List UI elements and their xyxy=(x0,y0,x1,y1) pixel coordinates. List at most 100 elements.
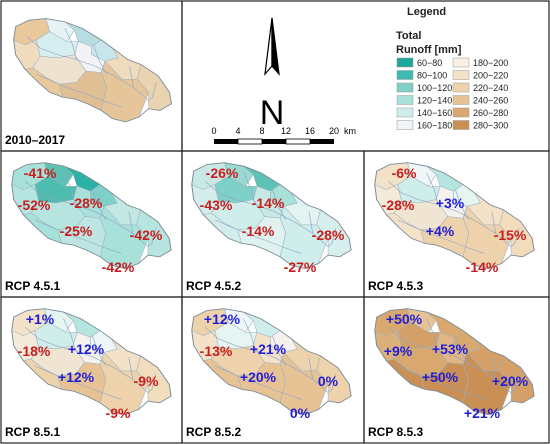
legend-swatch xyxy=(396,95,414,105)
change-labels-rcp852: +12% -13% +21% +20% 0% 0% xyxy=(200,311,339,421)
stream-line-5 xyxy=(491,211,497,234)
stream-line-1 xyxy=(24,180,149,247)
change-label: -14% xyxy=(242,223,275,239)
change-labels-rcp453: -6% -28% +3% +4% -15% -14% xyxy=(382,165,527,275)
change-label: +20% xyxy=(492,373,529,389)
change-label: -26% xyxy=(206,165,239,181)
north-arrow-right-half xyxy=(271,17,280,76)
legend: Legend Total Runoff [mm] 60−80 80−100 100−… xyxy=(396,6,508,131)
change-label: -28% xyxy=(312,227,345,243)
change-label: +9% xyxy=(384,343,413,359)
panel-title-rcp452: RCP 4.5.2 xyxy=(186,279,241,293)
change-label: +21% xyxy=(464,405,501,421)
stream-line-4 xyxy=(214,365,302,400)
stream-line-6 xyxy=(147,374,157,393)
change-label: -6% xyxy=(392,165,417,181)
stream-line-5 xyxy=(128,357,134,380)
change-label: -15% xyxy=(494,227,527,243)
stream-line-2 xyxy=(63,172,76,205)
legend-label: 140−160 xyxy=(417,108,452,118)
stream-line-2 xyxy=(243,172,256,205)
stream-line-6 xyxy=(148,82,157,101)
map-panel-rcp853: +50% +9% +53% +50% +20% +21% RCP 8.5.3 xyxy=(368,308,535,439)
stream-line-5 xyxy=(128,211,134,234)
stream-line-1 xyxy=(387,180,512,247)
change-label: -52% xyxy=(18,197,51,213)
legend-swatch xyxy=(452,57,470,68)
stream-line-1 xyxy=(204,180,329,247)
change-labels-rcp851: +1% -18% +12% +12% -9%-9% xyxy=(18,311,159,421)
map-panel-rcp453: -6% -28% +3% +4% -15% -14% RCP 4.5.3 xyxy=(368,162,535,293)
change-label: -18% xyxy=(18,343,51,359)
change-label: +21% xyxy=(250,341,287,357)
panel-title-rcp853: RCP 8.5.3 xyxy=(368,425,423,439)
change-label: +12% xyxy=(58,369,95,385)
stream-line-3 xyxy=(92,335,107,366)
scale-tick-label: 8 xyxy=(259,126,264,136)
stream-line-2 xyxy=(64,28,77,60)
change-labels-rcp452: -26% -43% -14% -14% -28% -27% xyxy=(200,165,345,275)
change-label: +53% xyxy=(432,341,469,357)
catchment-outline xyxy=(374,308,535,416)
change-label: -28% xyxy=(70,195,103,211)
change-label: -28% xyxy=(382,197,415,213)
panel-title-rcp451: RCP 4.5.1 xyxy=(5,279,60,293)
catchment-map-rcp453 xyxy=(374,162,535,270)
legend-swatch xyxy=(396,70,414,80)
legend-label: 80−100 xyxy=(417,71,447,81)
catchment-outline xyxy=(13,18,172,123)
stream-line-3 xyxy=(272,335,287,366)
change-label: +12% xyxy=(204,311,241,327)
change-label: -9% xyxy=(106,405,131,421)
scale-seg-4 xyxy=(285,138,311,145)
map-panel-rcp451: -41% -52% -28% -25% -42% -42% RCP 4.5.1 xyxy=(5,162,172,293)
scale-tick-labels: 0 4 8 12 16 20 km xyxy=(211,126,356,136)
change-label: -9% xyxy=(134,373,159,389)
legend-subtitle-line2: Runoff [mm] xyxy=(396,44,462,56)
legend-label: 260−280 xyxy=(473,108,508,118)
stream-line-5 xyxy=(491,357,497,380)
stream-line-5 xyxy=(129,66,134,88)
change-labels-rcp853: +50% +9% +53% +50% +20% +21% xyxy=(384,311,529,421)
scale-unit-label: km xyxy=(344,126,356,136)
catchment-outline xyxy=(374,162,535,270)
scale-tick-label: 16 xyxy=(305,126,315,136)
catchment-map-rcp851 xyxy=(11,308,172,416)
change-label: +50% xyxy=(386,311,423,327)
legend-swatch xyxy=(452,120,470,130)
catchment-outline xyxy=(11,308,172,416)
change-label: 0% xyxy=(318,373,339,389)
change-label: -43% xyxy=(200,197,233,213)
stream-line-3 xyxy=(93,44,108,75)
stream-line-6 xyxy=(327,228,337,247)
scale-tick-label: 20 xyxy=(329,126,339,136)
catchment-map-rcp852 xyxy=(191,308,352,416)
legend-swatch xyxy=(396,82,414,93)
catchment-map-baseline xyxy=(13,18,172,123)
legend-subtitle-line1: Total xyxy=(396,30,421,42)
scale-seg-2 xyxy=(237,138,263,145)
change-label: +50% xyxy=(422,369,459,385)
catchment-map-rcp452 xyxy=(191,162,352,270)
stream-line-2 xyxy=(63,318,76,351)
stream-line-4 xyxy=(34,365,122,400)
change-label: -42% xyxy=(102,259,135,275)
map-panel-rcp452: -26% -43% -14% -14% -28% -27% RCP 4.5.2 xyxy=(186,162,352,293)
panel-title-rcp453: RCP 4.5.3 xyxy=(368,279,423,293)
change-label: -25% xyxy=(60,223,93,239)
legend-swatch xyxy=(452,95,470,105)
stream-line-4 xyxy=(397,365,485,400)
stream-line-6 xyxy=(327,374,337,393)
legend-swatch xyxy=(396,107,414,118)
north-arrow: N xyxy=(260,17,284,132)
scale-seg-1 xyxy=(214,139,238,144)
stream-line-2 xyxy=(426,172,439,205)
map-panel-baseline: 2010–2017 xyxy=(5,18,172,147)
change-label: -14% xyxy=(252,195,285,211)
panel-title-baseline: 2010–2017 xyxy=(5,133,65,147)
legend-swatch xyxy=(396,120,414,130)
change-label: +12% xyxy=(68,341,105,357)
catchment-outline xyxy=(191,308,352,416)
